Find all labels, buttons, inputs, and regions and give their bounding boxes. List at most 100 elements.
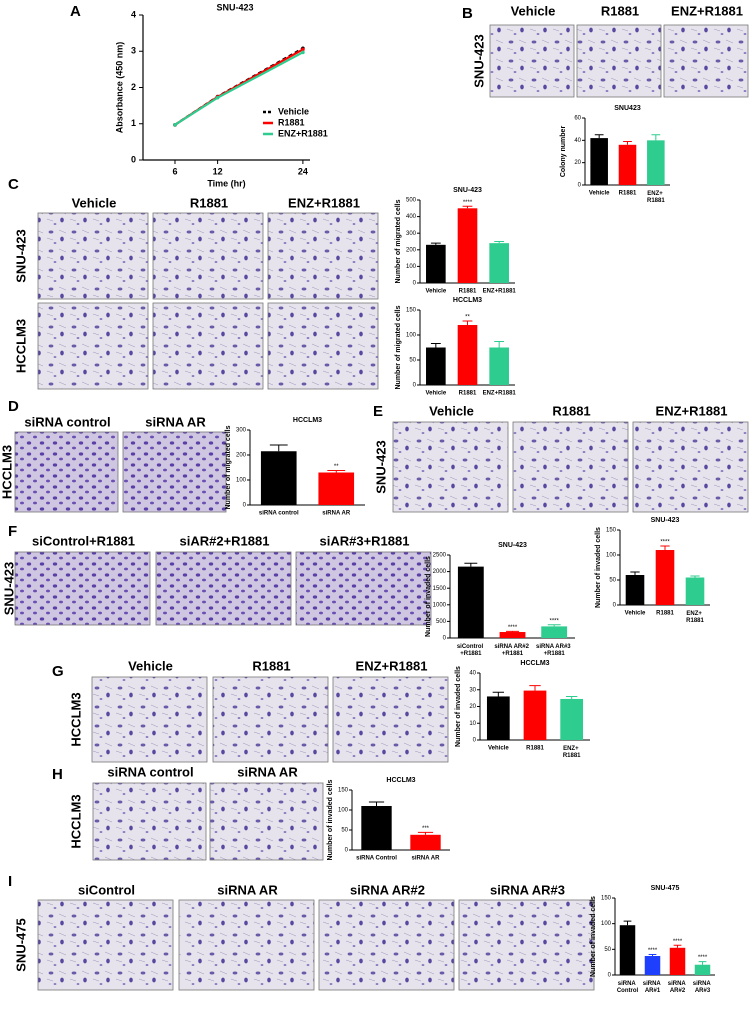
bar	[694, 964, 711, 975]
column-label: Vehicle	[511, 3, 556, 18]
y-tick-label: 100	[601, 921, 612, 927]
x-tick-label: siRNA AR#2 +R1881	[494, 644, 530, 657]
bar	[669, 947, 686, 975]
error-bar	[430, 343, 441, 348]
error-bar	[565, 695, 578, 699]
y-axis-label: Number of migrated cells	[395, 199, 402, 283]
bar	[647, 140, 665, 185]
error-bar	[529, 685, 541, 691]
x-tick-label: siRNA AR#3	[693, 981, 712, 994]
micrograph	[576, 24, 662, 98]
significance: **	[465, 315, 470, 321]
panel-letter: H	[52, 766, 63, 783]
column-label: siControl+R1881	[32, 533, 135, 548]
y-tick-label: 4	[131, 9, 136, 19]
column-label: ENZ+R1881	[656, 403, 728, 418]
micrograph	[632, 421, 749, 513]
bar	[590, 138, 608, 185]
x-tick-label: R1881	[656, 611, 674, 617]
bar	[426, 244, 446, 283]
x-tick-label: R1881	[619, 191, 637, 197]
error-bar	[594, 134, 604, 139]
error-bar	[698, 961, 707, 965]
bar	[644, 956, 661, 975]
y-tick-label: 300	[406, 231, 417, 237]
error-bar	[651, 134, 661, 141]
y-tick-label: 0	[131, 154, 136, 164]
y-tick-label: 500	[406, 198, 417, 204]
error-bar	[269, 444, 288, 452]
chart-title: HCCLM3	[453, 297, 482, 304]
row-label: SNU-423	[13, 229, 28, 282]
y-axis-label: Number of invaded cells	[327, 779, 334, 860]
bar	[410, 834, 441, 850]
y-axis-label: Number of invaded cells	[595, 527, 602, 608]
error-bar	[494, 341, 505, 348]
y-tick-label: 100	[236, 478, 247, 484]
y-tick-label: 1000	[433, 602, 447, 608]
y-tick-label: 20	[574, 160, 581, 166]
x-tick-label: 6	[172, 166, 177, 176]
micrograph	[155, 551, 292, 626]
bar	[499, 632, 526, 638]
x-tick-label: ENZ+ R1881	[563, 746, 581, 759]
y-tick-label: 100	[338, 808, 349, 814]
bar	[457, 208, 478, 283]
y-tick-label: 50	[341, 828, 348, 834]
y-axis-label: Number of invaded cells	[425, 556, 432, 637]
column-label: ENZ+R1881	[671, 3, 743, 18]
x-tick-label: Vehicle	[425, 391, 446, 397]
y-tick-label: 30	[469, 687, 476, 693]
y-tick-label: 100	[606, 553, 617, 559]
y-tick-label: 300	[236, 428, 247, 434]
y-tick-label: 50	[409, 358, 416, 364]
column-label: siAR#3+R1881	[320, 533, 410, 548]
y-axis-label: Colony number	[560, 126, 567, 178]
chart-title: SNU-423	[651, 517, 680, 524]
error-bar	[417, 831, 434, 835]
micrograph	[267, 212, 379, 300]
error-bar	[430, 242, 441, 245]
bar	[318, 472, 355, 505]
y-tick-label: 40	[574, 138, 581, 144]
row-label: HCCLM3	[68, 794, 83, 848]
significance: ****	[673, 939, 683, 945]
y-tick-label: 0	[443, 636, 447, 642]
bar	[523, 690, 547, 740]
y-tick-label: 1	[131, 118, 136, 128]
panel-letter: G	[52, 663, 64, 680]
y-axis-label: Number of migrated cells	[395, 305, 402, 389]
column-label: ENZ+R1881	[356, 658, 428, 673]
bar	[486, 696, 510, 740]
bar	[489, 243, 509, 283]
y-tick-label: 0	[613, 603, 617, 609]
panel-letter: C	[8, 176, 19, 193]
chart-title: HCCLM3	[293, 417, 322, 424]
error-bar	[464, 562, 478, 567]
panel-letter: B	[462, 5, 473, 22]
point	[301, 50, 305, 55]
y-tick-label: 150	[338, 788, 349, 794]
significance: ****	[698, 955, 708, 961]
panel-letter: F	[8, 523, 17, 540]
y-tick-label: 150	[606, 528, 617, 534]
y-axis-label: Number of invaded cells	[590, 896, 597, 977]
micrograph	[318, 899, 455, 991]
micrograph	[14, 551, 151, 626]
y-tick-label: 2000	[433, 569, 447, 575]
column-label: ENZ+R1881	[288, 195, 360, 210]
y-tick-label: 1500	[433, 586, 447, 592]
legend-label: R1881	[278, 117, 305, 127]
error-bar	[648, 953, 657, 957]
panel-letter: A	[70, 3, 81, 20]
y-tick-label: 200	[406, 247, 417, 253]
y-tick-label: 50	[609, 578, 616, 584]
y-axis-label: Number of migrated cells	[225, 425, 232, 509]
column-label: siRNA AR	[237, 764, 298, 779]
y-tick-label: 3	[131, 46, 136, 56]
bar	[618, 144, 637, 185]
micrograph	[489, 24, 575, 98]
x-tick-label: ENZ+ R1881	[686, 611, 704, 624]
bar	[361, 806, 392, 850]
